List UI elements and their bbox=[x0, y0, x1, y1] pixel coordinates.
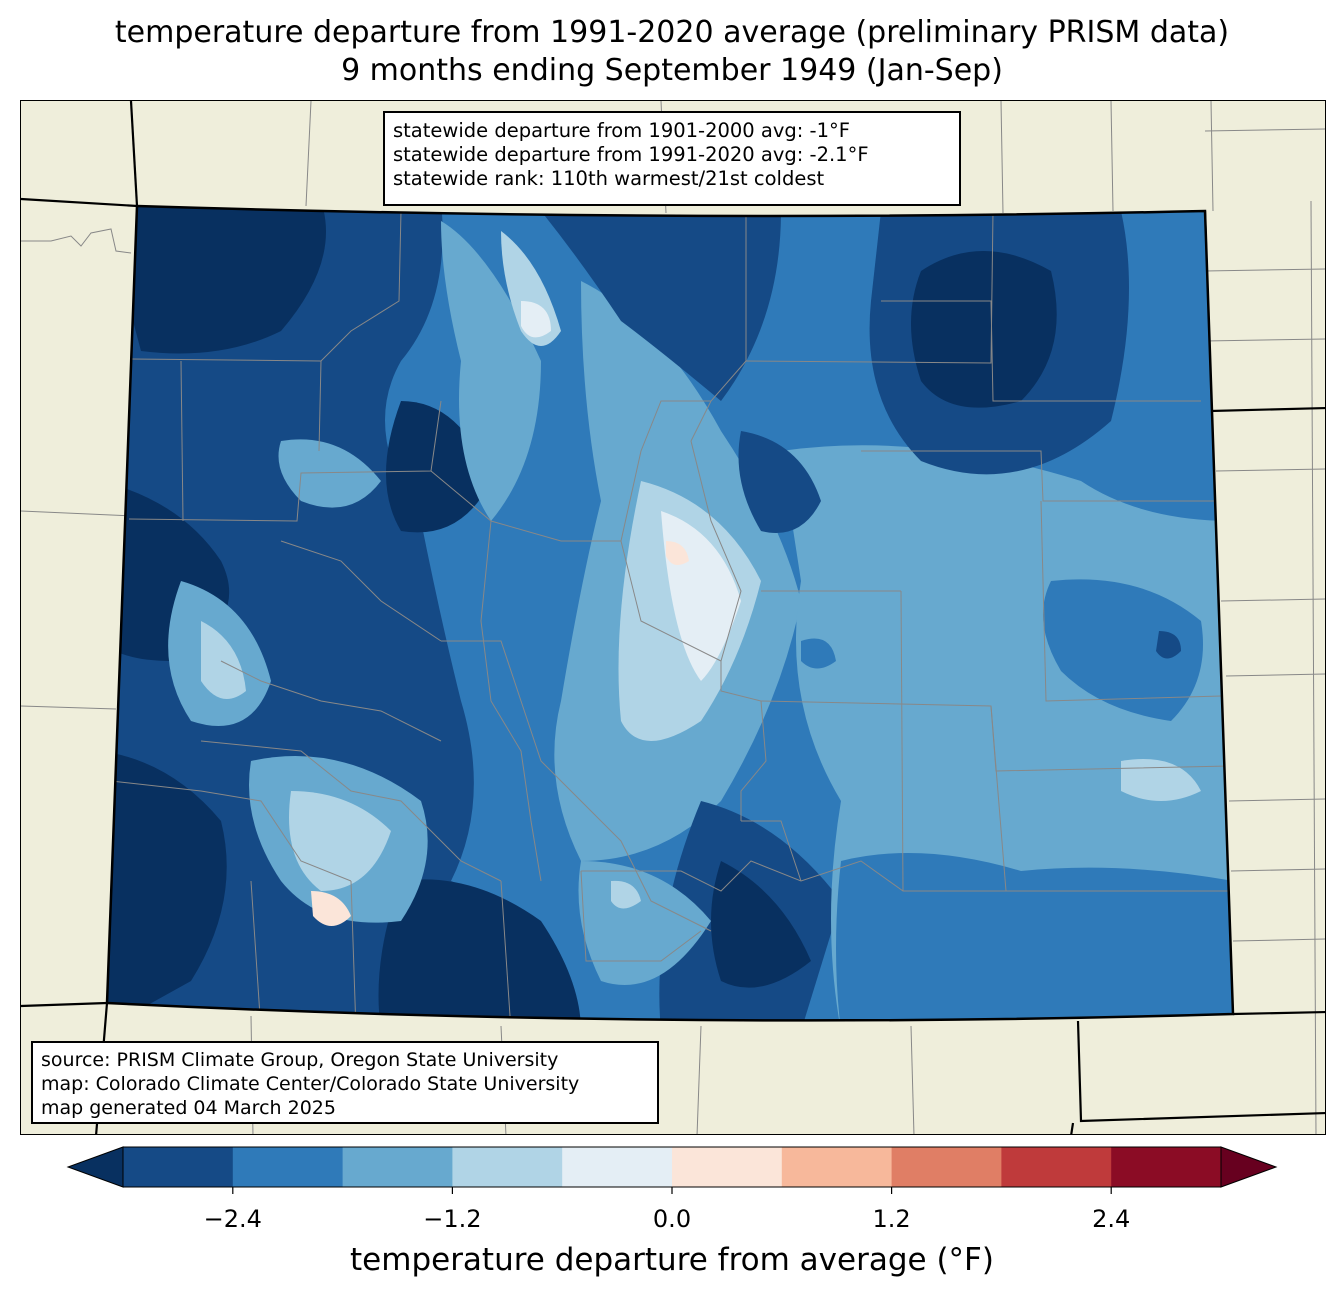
colorbar-tick-label: 2.4 bbox=[1092, 1205, 1131, 1233]
map-title-line2: 9 months ending September 1949 (Jan-Sep) bbox=[341, 53, 1003, 88]
stats-departure-1901-2000: statewide departure from 1901-2000 avg: … bbox=[393, 119, 850, 142]
colorbar-bin bbox=[232, 1147, 344, 1187]
colorado-temperature-map bbox=[21, 101, 1325, 1134]
colorbar-bin bbox=[672, 1147, 783, 1187]
source-box: source: PRISM Climate Group, Oregon Stat… bbox=[31, 1041, 659, 1124]
colorbar-bin bbox=[1001, 1147, 1112, 1187]
colorado-border bbox=[105, 204, 1235, 1022]
colorbar-tick-label: 0.0 bbox=[652, 1205, 692, 1233]
source-map-credit: map: Colorado Climate Center/Colorado St… bbox=[41, 1073, 580, 1095]
colorbar-bin bbox=[781, 1147, 893, 1187]
colorbar-bin bbox=[1111, 1147, 1222, 1187]
colorbar-tick-label: 1.2 bbox=[872, 1205, 911, 1233]
source-prism: source: PRISM Climate Group, Oregon Stat… bbox=[41, 1049, 559, 1071]
temperature-field bbox=[107, 206, 1233, 1021]
colorbar-bin bbox=[562, 1147, 673, 1187]
map-panel bbox=[20, 100, 1326, 1135]
map-title-line1: temperature departure from 1991-2020 ave… bbox=[114, 15, 1230, 50]
source-generated-date: map generated 04 March 2025 bbox=[41, 1097, 336, 1119]
colorbar-over-arrow bbox=[1220, 1146, 1278, 1188]
colorbar-bin bbox=[342, 1147, 453, 1187]
stats-departure-1991-2020: statewide departure from 1991-2020 avg: … bbox=[393, 143, 869, 166]
county-lines bbox=[110, 210, 1233, 1021]
stats-rank: statewide rank: 110th warmest/21st colde… bbox=[393, 167, 825, 190]
colorbar bbox=[66, 1146, 1278, 1194]
statewide-stats-box: statewide departure from 1901-2000 avg: … bbox=[383, 111, 961, 206]
colorbar-tick-label: −1.2 bbox=[423, 1205, 482, 1233]
colorbar-bin bbox=[452, 1147, 563, 1187]
colorbar-tick-label: −2.4 bbox=[203, 1205, 262, 1233]
colorbar-label: temperature departure from average (°F) bbox=[350, 1242, 994, 1278]
colorbar-bin bbox=[891, 1147, 1002, 1187]
neighbor-county-lines bbox=[21, 101, 1325, 1134]
colorbar-bin bbox=[123, 1147, 234, 1187]
colorbar-under-arrow bbox=[66, 1146, 124, 1188]
